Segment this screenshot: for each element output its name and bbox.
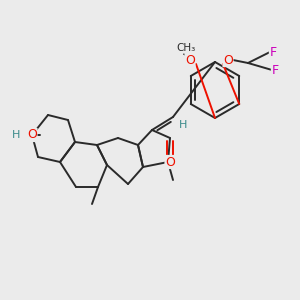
Text: O: O [27,128,37,142]
Text: F: F [272,64,279,76]
Text: O: O [165,155,175,169]
Text: O: O [223,53,233,67]
Text: O: O [185,53,195,67]
Text: CH₃: CH₃ [176,43,196,53]
Text: H: H [12,130,20,140]
Text: H: H [179,120,187,130]
Text: F: F [269,46,277,59]
